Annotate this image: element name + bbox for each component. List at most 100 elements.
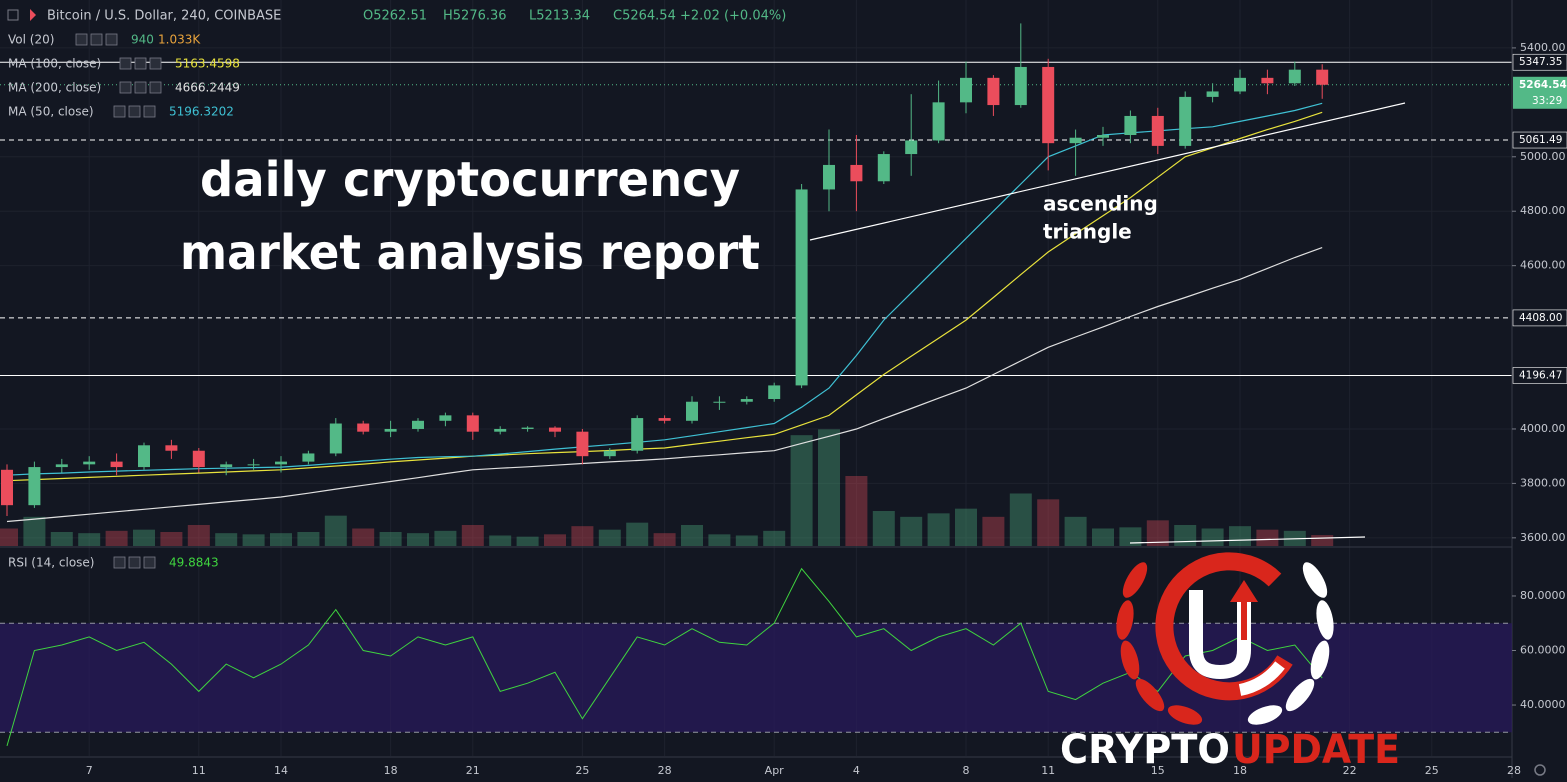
overlay-title: market analysis report: [180, 225, 760, 281]
candle-body: [466, 415, 479, 432]
legend-icon[interactable]: [134, 81, 147, 94]
volume-bar: [845, 476, 868, 546]
y-tick-label: 4800.00: [1520, 204, 1566, 217]
legend-value: 5163.4598: [175, 57, 240, 71]
volume-bar: [105, 530, 128, 546]
candle-body: [686, 401, 698, 421]
y-tick-label: 3600.00: [1520, 531, 1566, 544]
volume-bar: [215, 533, 238, 546]
legend-name[interactable]: MA (50, close): [8, 105, 94, 119]
candle-body: [1069, 137, 1082, 144]
volume-bar: [1092, 528, 1114, 546]
candle-body: [1151, 115, 1164, 146]
x-tick-label: 22: [1343, 764, 1357, 777]
legend-icon[interactable]: [143, 105, 156, 118]
legend-icon[interactable]: [113, 105, 126, 118]
volume-bar: [270, 533, 292, 546]
candle-body: [1, 469, 13, 506]
candle-body: [412, 420, 424, 429]
y-tick-label: 40.0000: [1520, 698, 1566, 711]
symbol[interactable]: Bitcoin / U.S. Dollar, 240, COINBASE: [47, 9, 281, 24]
candle-body: [850, 164, 863, 182]
overlay-title: daily cryptocurrency: [200, 152, 740, 208]
price-label-box: [1512, 131, 1567, 149]
legend-icon[interactable]: [128, 105, 141, 118]
legend-icon[interactable]: [75, 33, 88, 46]
legend-icon[interactable]: [105, 33, 118, 46]
volume-bar: [735, 535, 758, 546]
volume-bar: [571, 526, 594, 546]
candle-body: [384, 428, 397, 432]
legend-icon[interactable]: [90, 33, 103, 46]
legend-icon[interactable]: [128, 556, 141, 569]
legend-value: 940: [131, 33, 154, 47]
volume-bar: [818, 429, 840, 546]
trend-line: [1129, 536, 1366, 544]
price-label-box: [1512, 309, 1567, 327]
legend-icon[interactable]: [113, 556, 126, 569]
legend-icon[interactable]: [149, 57, 162, 70]
open-value: O5262.51: [363, 9, 427, 24]
moving-average: [6, 247, 1323, 523]
volume-bar: [1311, 535, 1334, 546]
legend-icon[interactable]: [119, 81, 132, 94]
volume-bar: [489, 535, 512, 546]
candle-body: [83, 461, 96, 465]
legend-name[interactable]: MA (100, close): [8, 57, 101, 71]
x-tick-label: 8: [963, 764, 970, 777]
volume-bar: [160, 532, 183, 546]
price-label: 5347.35: [1519, 56, 1562, 68]
candle-body: [28, 467, 41, 506]
volume-bar: [1037, 499, 1060, 546]
candle-body: [1014, 66, 1027, 106]
volume-bar: [0, 528, 18, 546]
candle-body: [932, 102, 945, 141]
annotation: triangle: [1043, 220, 1132, 244]
volume-bar: [763, 530, 786, 546]
volume-bar: [681, 525, 703, 546]
price-label: 4196.47: [1519, 369, 1562, 381]
legend-icon[interactable]: [143, 556, 156, 569]
price-label: 4408.00: [1519, 312, 1562, 324]
rsi-band: [0, 623, 1512, 733]
volume-bar: [516, 536, 539, 546]
low-value: L5213.34: [529, 9, 590, 24]
legend-value: 49.8843: [169, 556, 219, 570]
volume-bar: [133, 529, 155, 546]
candle-body: [1206, 91, 1219, 97]
legend-name[interactable]: RSI (14, close): [8, 556, 94, 570]
candle-body: [494, 428, 507, 432]
legend-icon[interactable]: [119, 57, 132, 70]
candle-body: [905, 140, 918, 155]
candle-body: [275, 461, 287, 465]
last-price-box: [1513, 76, 1567, 109]
x-tick-label: 18: [1233, 764, 1247, 777]
volume-bar: [708, 534, 731, 546]
volume-bar: [1064, 516, 1087, 546]
volume-bar: [653, 533, 676, 546]
volume-bar: [434, 530, 457, 546]
last-price-label: 5264.54: [1519, 79, 1567, 91]
legend-name[interactable]: Vol (20): [8, 33, 54, 47]
legend-name[interactable]: MA (200, close): [8, 81, 101, 95]
legend-icon[interactable]: [134, 57, 147, 70]
candle-body: [713, 401, 726, 403]
settings-icon[interactable]: [1534, 764, 1546, 776]
candle-body: [138, 445, 150, 468]
legend-icon[interactable]: [149, 81, 162, 94]
collapse-icon[interactable]: [7, 9, 19, 21]
countdown: 33:29: [1532, 95, 1562, 107]
x-tick-label: 11: [1041, 764, 1055, 777]
candle-body: [1179, 96, 1192, 146]
logo-text: UPDATE: [1232, 727, 1400, 773]
candle-body: [165, 445, 178, 451]
x-tick-label: 15: [1151, 764, 1165, 777]
candle-body: [1288, 69, 1301, 84]
volume-bar: [626, 522, 649, 546]
candle-body: [1234, 77, 1246, 92]
candle-body: [302, 453, 315, 462]
price-label-box: [1512, 53, 1567, 71]
volume-bar: [50, 532, 73, 546]
legend-value: 5196.3202: [169, 105, 234, 119]
y-tick-label: 5400.00: [1520, 41, 1566, 54]
